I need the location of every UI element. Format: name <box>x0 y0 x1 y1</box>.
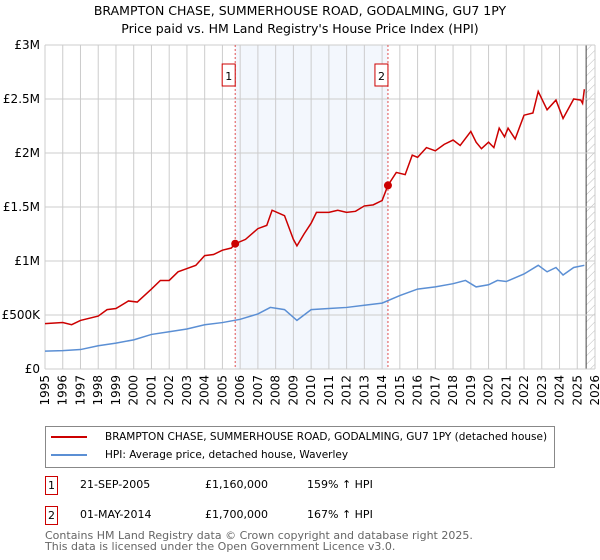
x-tick-label: 2015 <box>393 375 407 406</box>
legend-line-hpi <box>51 454 87 456</box>
sale-price: £1,700,000 <box>205 508 268 521</box>
y-tick-label: £2M <box>14 146 40 160</box>
sale-date: 21-SEP-2005 <box>80 478 151 491</box>
x-tick-label: 2005 <box>215 375 229 406</box>
x-tick-label: 1997 <box>73 375 87 406</box>
footer-line: This data is licensed under the Open Gov… <box>45 540 396 553</box>
x-tick-label: 2018 <box>446 375 460 406</box>
x-tick-label: 2013 <box>357 375 371 406</box>
sale-label: 1 <box>225 70 232 83</box>
x-tick-label: 2003 <box>180 375 194 406</box>
x-tick-label: 2017 <box>428 375 442 406</box>
legend-label-property: BRAMPTON CHASE, SUMMERHOUSE ROAD, GODALM… <box>105 431 548 443</box>
y-tick-label: £1.5M <box>3 200 40 214</box>
chart-title: BRAMPTON CHASE, SUMMERHOUSE ROAD, GODALM… <box>93 3 507 18</box>
sale-date: 01-MAY-2014 <box>80 508 152 521</box>
plot-area: 1995 1996 1997 1998 1999 2000 2001 2002 2003 2004… <box>2 38 600 406</box>
x-tick-label: 2011 <box>322 375 336 406</box>
x-tick-label: 2002 <box>162 375 176 406</box>
x-tick-label: 2020 <box>482 375 496 406</box>
chart-subtitle: Price paid vs. HM Land Registry's House … <box>121 21 479 36</box>
sale-label: 2 <box>378 70 385 83</box>
sale-label-box <box>221 63 236 87</box>
legend: BRAMPTON CHASE, SUMMERHOUSE ROAD, GODALM… <box>45 426 555 468</box>
sale-point <box>231 239 240 248</box>
hpi-line <box>44 264 585 352</box>
y-tick-label: £1M <box>14 254 40 268</box>
sale-price: £1,160,000 <box>205 478 268 491</box>
x-tick-label: 2006 <box>233 375 247 406</box>
x-tick-label: 1999 <box>109 375 123 406</box>
x-tick-label: 2004 <box>198 375 212 406</box>
x-tick-label: 2012 <box>340 375 354 406</box>
x-tick-label: 2007 <box>251 375 265 406</box>
sale-hpi: 167% ↑ HPI <box>307 508 373 521</box>
x-tick-label: 2008 <box>269 375 283 406</box>
x-tick-label: 2021 <box>499 375 513 406</box>
sale-marker-box: 1 <box>45 476 58 495</box>
sale-hpi: 159% ↑ HPI <box>307 478 373 491</box>
sale-label-box <box>374 63 389 87</box>
y-tick-label: £2.5M <box>3 92 40 106</box>
y-tick-label: £500K <box>2 308 42 322</box>
x-tick-label: 1998 <box>91 375 105 406</box>
sale-point <box>383 181 392 190</box>
x-tick-label: 2010 <box>304 375 318 406</box>
x-tick-label: 2022 <box>517 375 531 406</box>
x-tick-label: 2001 <box>144 375 158 406</box>
legend-label-hpi: HPI: Average price, detached house, Wave… <box>105 449 349 461</box>
legend-line-property <box>51 436 87 438</box>
y-tick-label: £3M <box>14 38 40 52</box>
x-tick-label: 2024 <box>553 375 567 406</box>
x-tick-label: 2016 <box>411 375 425 406</box>
x-tick-label: 2019 <box>464 375 478 406</box>
x-tick-label: 1996 <box>56 375 70 406</box>
x-tick-label: 2023 <box>535 375 549 406</box>
x-tick-label: 2009 <box>286 375 300 406</box>
x-tick-label: 2014 <box>375 375 389 406</box>
x-tick-label: 2026 <box>588 375 600 406</box>
x-tick-label: 1995 <box>38 375 52 406</box>
footer-line: Contains HM Land Registry data © Crown c… <box>45 529 473 542</box>
x-tick-label: 2000 <box>127 375 141 406</box>
property-price-line <box>44 89 586 326</box>
x-tick-label: 2025 <box>570 375 584 406</box>
y-tick-label: £0 <box>25 362 40 376</box>
footer: Contains HM Land Registry data © Crown c… <box>45 530 473 552</box>
sale-marker-box: 2 <box>45 506 58 525</box>
